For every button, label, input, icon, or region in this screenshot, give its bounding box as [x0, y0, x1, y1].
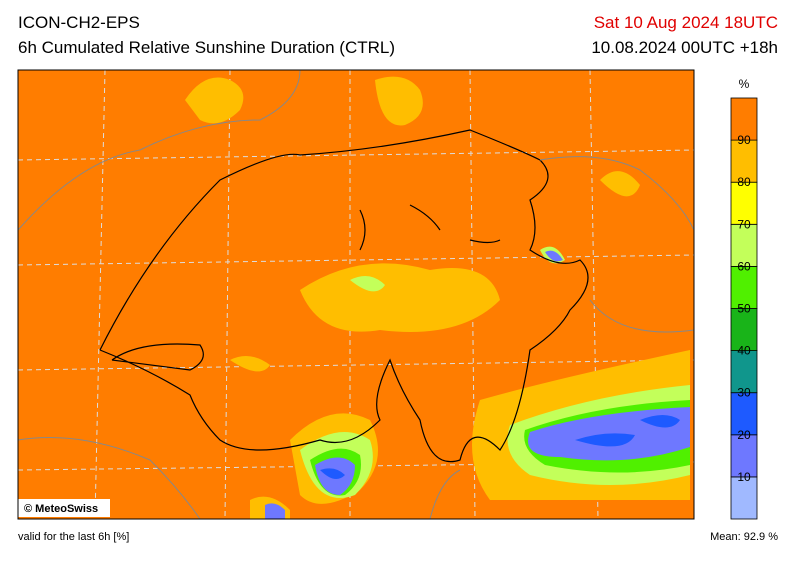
colorbar-tick-label: 10: [737, 470, 751, 484]
colorbar-band: [730, 350, 758, 394]
colorbar-band: [730, 223, 758, 267]
colorbar-tick-label: 50: [737, 302, 751, 316]
colorbar-tick-label: 70: [737, 217, 751, 231]
credit-box: [18, 499, 110, 517]
colorbar-tick-label: 60: [737, 259, 751, 273]
model-title: ICON-CH2-EPS: [18, 13, 140, 32]
mean-value: Mean: 92.9 %: [710, 531, 778, 543]
colorbar-tick-label: 40: [737, 344, 751, 358]
credit: © MeteoSwiss: [24, 503, 98, 515]
colorbar-tick-label: 80: [737, 175, 751, 189]
validity-note: valid for the last 6h [%]: [18, 531, 129, 543]
colorbar-band: [730, 434, 758, 478]
product-title: 6h Cumulated Relative Sunshine Duration …: [18, 38, 395, 57]
colorbar-band: [730, 139, 758, 183]
colorbar-unit: %: [739, 77, 750, 91]
valid-time: Sat 10 Aug 2024 18UTC: [594, 13, 778, 32]
colorbar-tick-label: 90: [737, 133, 751, 147]
colorbar-band: [730, 476, 758, 520]
colorbar-tick-label: 30: [737, 386, 751, 400]
borders: [17, 69, 695, 520]
colorbar: % 10 20 30 40 50 60 70 80 90: [730, 77, 758, 520]
map: © MeteoSwiss: [17, 69, 695, 520]
colorbar-band: [730, 181, 758, 225]
fields: [185, 76, 690, 520]
colorbar-band: [730, 97, 758, 141]
colorbar-tick-label: 20: [737, 428, 751, 442]
run-time: 10.08.2024 00UTC +18h: [591, 38, 778, 57]
